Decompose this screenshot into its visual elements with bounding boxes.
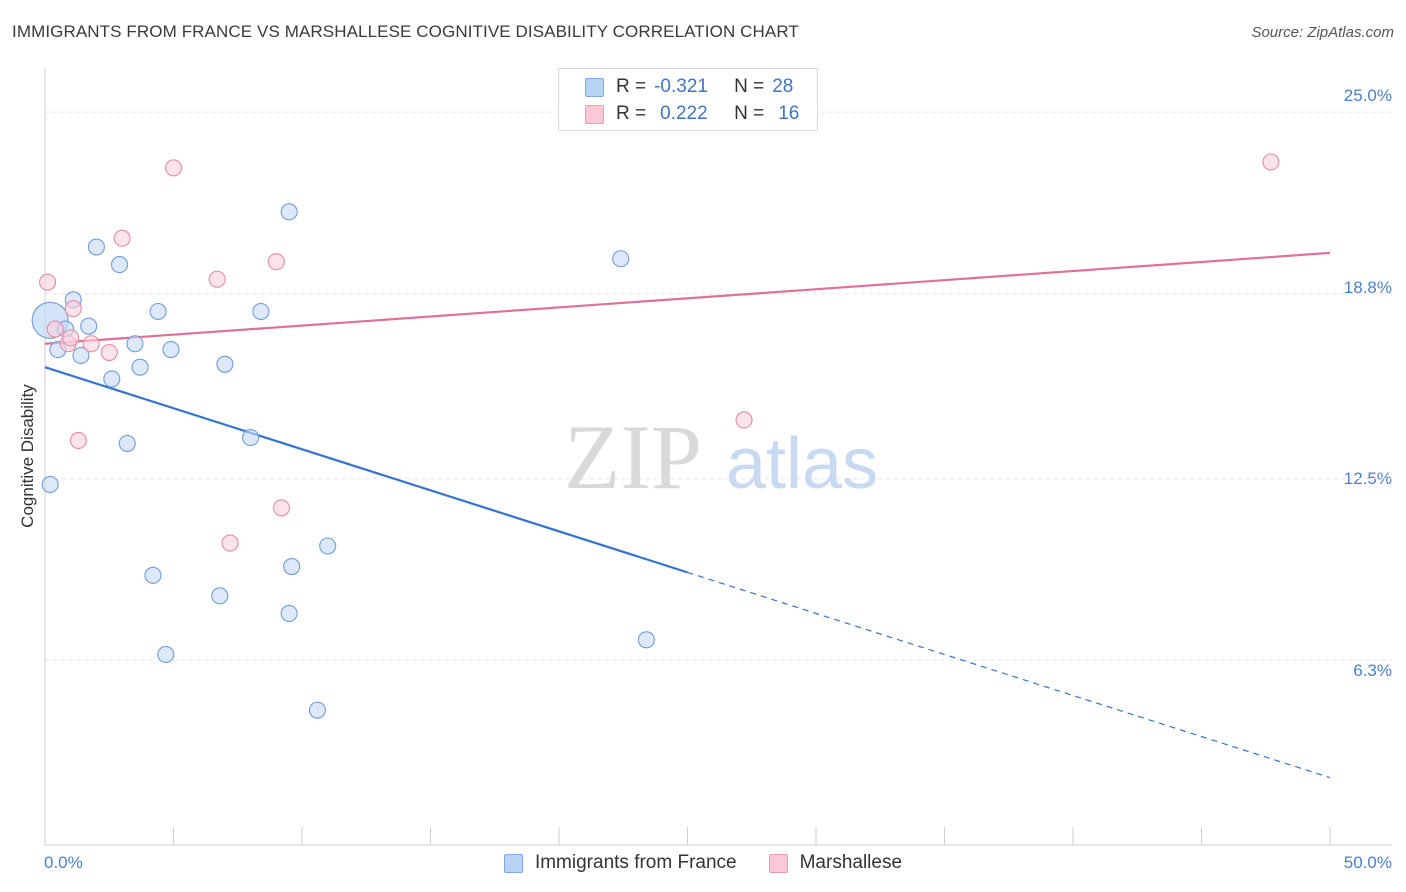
marshallese-r-label: R = — [616, 103, 647, 124]
bottom-legend: Immigrants from France Marshallese — [0, 852, 1406, 874]
france-point — [41, 475, 59, 494]
france-r-value: -0.321 — [654, 76, 708, 97]
watermark-zip: ZIP — [564, 406, 702, 508]
marshallese-point — [100, 343, 118, 362]
marshallese-point — [1262, 153, 1280, 171]
france-point — [110, 256, 129, 274]
france-point — [144, 566, 162, 584]
france-point — [612, 250, 630, 268]
marshallese-point — [82, 335, 100, 353]
trend-lines — [44, 251, 1331, 779]
y-tick-label-25: 25.0% — [1343, 86, 1392, 105]
france-point — [162, 341, 180, 359]
france-point — [149, 302, 167, 321]
marshallese-point — [113, 229, 131, 247]
legend-item-france[interactable]: Immigrants from France — [503, 852, 737, 874]
marshallese-n-label: N = — [734, 103, 765, 124]
gridlines — [45, 111, 1392, 661]
data-points — [31, 153, 1280, 719]
france-point — [211, 587, 229, 605]
france-point — [126, 335, 144, 353]
legend-france-label: Immigrants from France — [534, 852, 737, 873]
source-label: Source: ZipAtlas.com — [1251, 24, 1394, 41]
marshallese-point — [64, 300, 82, 318]
marshallese-point — [46, 320, 64, 338]
france-point — [319, 537, 337, 555]
france-point — [283, 557, 301, 576]
marshallese-point — [62, 329, 80, 347]
france-point — [157, 645, 175, 664]
stats-row-marshallese: R = 0.222 N = 16 — [585, 102, 799, 126]
france-point — [72, 346, 90, 365]
france-n-label: N = — [734, 76, 765, 97]
france-point — [242, 428, 260, 447]
y-tick-label-18-8: 18.8% — [1343, 278, 1392, 297]
legend-item-marshallese[interactable]: Marshallese — [768, 852, 903, 874]
marshallese-point — [221, 534, 239, 552]
x-tick-label-max: 50.0% — [1343, 853, 1392, 872]
france-r-label: R = — [616, 76, 647, 97]
stats-row-france: R = -0.321 N = 28 — [585, 75, 793, 99]
france-point — [637, 631, 655, 649]
marshallese-point — [267, 253, 285, 271]
france-point — [252, 302, 270, 321]
axes — [44, 68, 1392, 846]
watermark-atlas: atlas — [726, 424, 878, 504]
legend-marshallese-swatch — [768, 853, 788, 873]
france-point — [131, 358, 149, 376]
trend-line-marshallese — [44, 251, 1331, 345]
legend-france-swatch — [503, 853, 523, 873]
marshallese-r-value: 0.222 — [660, 103, 708, 124]
y-tick-label-6-3: 6.3% — [1353, 661, 1392, 680]
watermark: ZIP atlas — [564, 406, 878, 508]
france-point — [308, 701, 326, 719]
marshallese-point — [272, 499, 290, 517]
france-point — [216, 355, 234, 373]
france-point — [280, 203, 298, 221]
x-tick-label-min: 0.0% — [44, 853, 83, 872]
marshallese-point — [39, 273, 57, 291]
france-point — [87, 238, 105, 256]
marshallese-swatch — [585, 104, 604, 124]
trend-line-france-extrapolated — [687, 571, 1331, 779]
legend-marshallese-label: Marshallese — [799, 852, 903, 873]
trend-line-france — [44, 366, 688, 574]
france-swatch — [585, 77, 604, 97]
stats-legend: R = -0.321 N = 28 R = 0.222 N = 16 — [558, 68, 818, 131]
marshallese-n-value: 16 — [778, 103, 800, 124]
marshallese-point — [208, 270, 226, 288]
france-point — [280, 604, 298, 622]
marshallese-point — [164, 159, 183, 177]
france-n-value: 28 — [772, 76, 794, 97]
france-point — [118, 434, 136, 452]
marshallese-point — [735, 411, 753, 429]
marshallese-point — [69, 431, 87, 450]
france-point — [103, 370, 121, 388]
france-point — [80, 317, 98, 335]
chart-title: IMMIGRANTS FROM FRANCE VS MARSHALLESE CO… — [12, 22, 799, 41]
